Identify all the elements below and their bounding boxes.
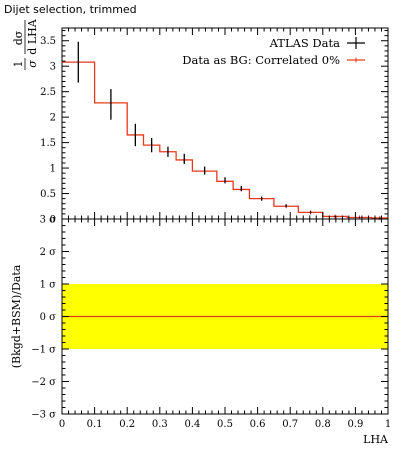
main-y-label-part: σ [26,60,39,68]
x-tick-label: 0 [59,419,65,430]
x-tick-label: 0.3 [152,419,168,430]
main-y-tick-label: 0.5 [40,189,56,200]
ratio-y-axis-label: (Bkgd+BSM)/Data [10,264,23,368]
main-y-label-part: 1 [12,61,25,68]
legend-label: ATLAS Data [269,36,341,50]
x-axis: 0 0.1 0.2 0.3 0.4 0.5 0.6 0.7 0.8 0.9 1 [59,219,391,430]
x-tick-label: 0.9 [347,419,363,430]
x-tick-label: 0.2 [119,419,135,430]
ratio-y-axis: −3 σ −2 σ −1 σ 0 σ 1 σ 2 σ 3 σ [31,215,388,421]
x-tick-label: 0.8 [315,419,331,430]
main-y-tick-label: 1.5 [40,138,56,149]
main-y-tick-label: 2 [50,113,56,124]
legend-label: Data as BG: Correlated 0% [182,53,340,67]
main-y-tick-label: 3.5 [40,36,56,47]
main-y-tick-label: 2.5 [40,87,56,98]
main-y-axis-label: 1 σ dσ d LHA [12,18,39,70]
ratio-y-tick-label: 2 σ [40,247,57,258]
x-tick-label: 0.7 [282,419,298,430]
ratio-y-tick-label: −1 σ [31,345,56,356]
histogram-line [62,61,388,219]
main-y-label-part: dσ [12,30,25,45]
main-y-axis-label-text: 1 σ dσ d LHA [12,18,39,70]
main-histogram-group [62,60,388,220]
x-tick-label: 0.5 [217,419,233,430]
main-y-axis: 0 0.5 1 1.5 2 2.5 3 3.5 [40,28,389,226]
x-tick-label: 0.6 [250,419,266,430]
x-tick-label: 0.4 [184,419,200,430]
main-panel: 00.511.522.533.5 1 σdσ d LHA [12,18,389,226]
x-axis-label: LHA [363,433,389,446]
ratio-y-tick-label: −3 σ [31,410,56,421]
x-tick-label: 1 [385,419,391,430]
ratio-panel: −3 σ −2 σ −1 σ 0 σ 1 σ 2 σ 3 σ 0 0.1 0.2 0.3 0.4 0.… [10,215,391,447]
main-y-tick-label: 3 [50,62,56,73]
ratio-y-tick-label: 1 σ [40,280,57,291]
ratio-y-tick-label: 3 σ [40,215,57,226]
main-y-tick-label: 1 [50,164,56,175]
main-data-points-group [77,41,381,219]
ratio-y-tick-label: −2 σ [31,377,56,388]
ratio-y-tick-label: 0 σ [40,312,57,323]
legend: ATLAS Data Data as BG: Correlated 0% [182,36,365,67]
x-tick-label: 0.1 [87,419,103,430]
main-y-label-part: d LHA [26,18,39,54]
chart-title: Dijet selection, trimmed [4,3,137,16]
main-y-tick-label: 0 [50,215,56,226]
